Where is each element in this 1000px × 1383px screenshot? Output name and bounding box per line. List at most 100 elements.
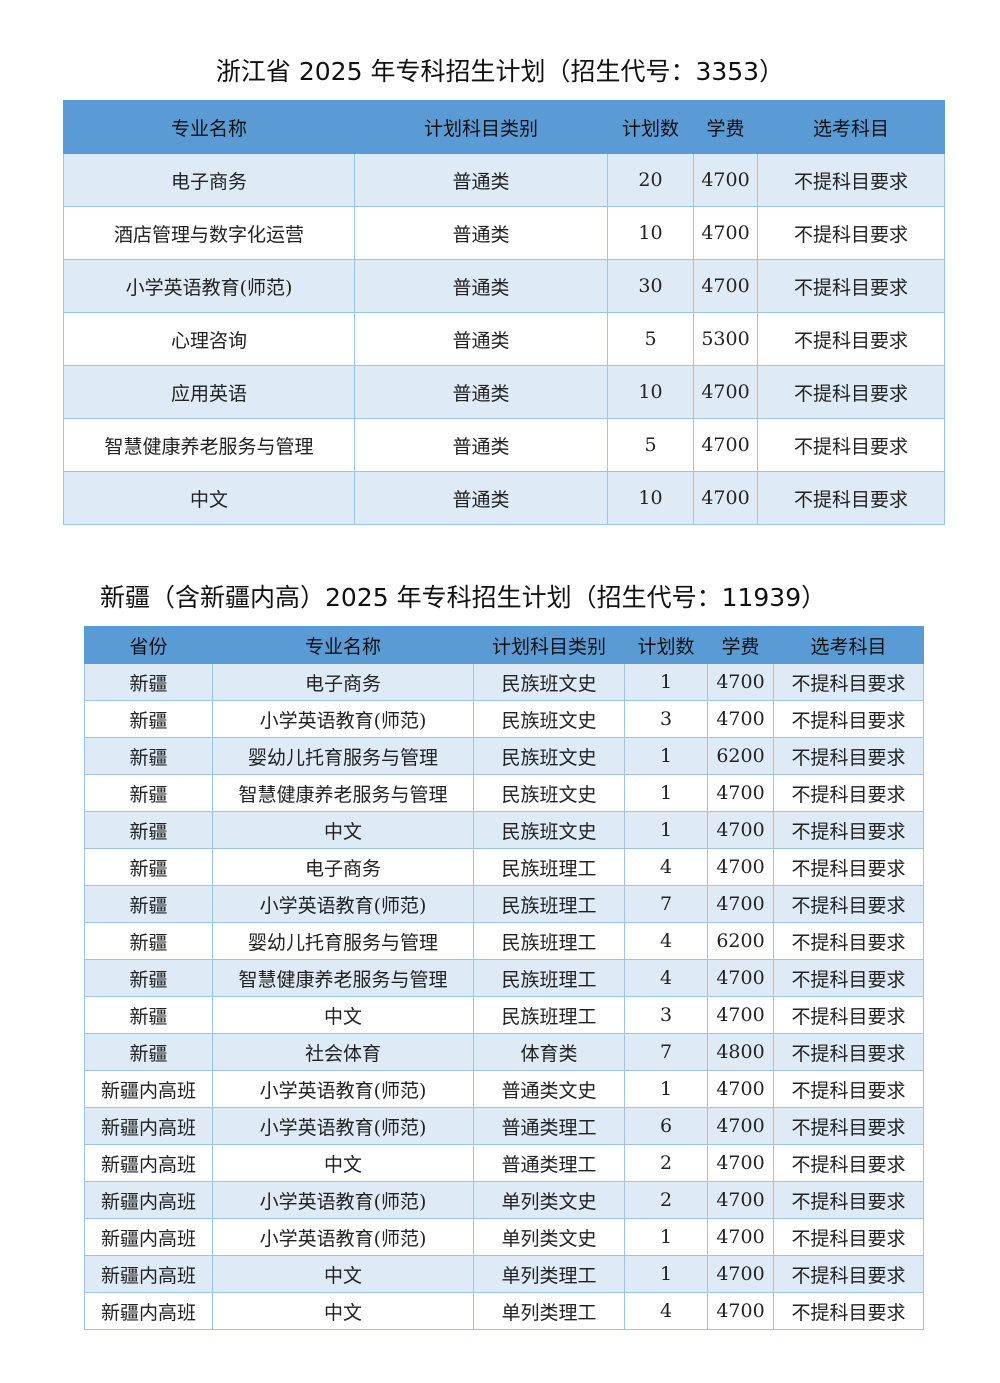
column-header-subject-category: 计划科目类别 <box>354 100 608 154</box>
cell-major-name: 电子商务 <box>63 153 355 207</box>
cell-plan-count: 4 <box>624 959 708 997</box>
cell-tuition: 4700 <box>707 959 774 997</box>
column-header-plan-count: 计划数 <box>607 100 694 154</box>
cell-elective-subjects: 不提科目要求 <box>757 259 945 313</box>
cell-tuition: 4700 <box>707 996 774 1034</box>
cell-elective-subjects: 不提科目要求 <box>773 1144 924 1182</box>
table-row: 新疆内高班 小学英语教育(师范) 单列类文史 2 4700 不提科目要求 <box>84 1181 924 1219</box>
cell-plan-count: 6 <box>624 1107 708 1145</box>
cell-major-name: 婴幼儿托育服务与管理 <box>212 737 474 775</box>
cell-elective-subjects: 不提科目要求 <box>757 206 945 260</box>
cell-province: 新疆 <box>84 848 213 886</box>
cell-elective-subjects: 不提科目要求 <box>773 959 924 997</box>
table-row: 小学英语教育(师范) 普通类 30 4700 不提科目要求 <box>63 259 945 313</box>
table-row: 新疆 婴幼儿托育服务与管理 民族班理工 4 6200 不提科目要求 <box>84 922 924 960</box>
table-row: 新疆内高班 中文 单列类理工 1 4700 不提科目要求 <box>84 1255 924 1293</box>
cell-elective-subjects: 不提科目要求 <box>773 1255 924 1293</box>
cell-tuition: 4700 <box>693 471 758 525</box>
table-row: 新疆 智慧健康养老服务与管理 民族班文史 1 4700 不提科目要求 <box>84 774 924 812</box>
cell-province: 新疆 <box>84 996 213 1034</box>
table-row: 新疆 电子商务 民族班文史 1 4700 不提科目要求 <box>84 663 924 701</box>
cell-subject-category: 民族班文史 <box>473 737 625 775</box>
cell-plan-count: 5 <box>607 418 694 472</box>
cell-tuition: 5300 <box>693 312 758 366</box>
zhejiang-plan-table: 专业名称 计划科目类别 计划数 学费 选考科目 电子商务 普通类 20 4700 不提科目要求酒… <box>63 100 945 525</box>
cell-subject-category: 普通类理工 <box>473 1144 625 1182</box>
cell-tuition: 6200 <box>707 922 774 960</box>
cell-province: 新疆 <box>84 1033 213 1071</box>
table-row: 应用英语 普通类 10 4700 不提科目要求 <box>63 365 945 419</box>
cell-tuition: 4800 <box>707 1033 774 1071</box>
cell-province: 新疆 <box>84 700 213 738</box>
table-header-row: 省份 专业名称 计划科目类别 计划数 学费 选考科目 <box>84 626 924 664</box>
cell-tuition: 4700 <box>707 700 774 738</box>
cell-plan-count: 1 <box>624 1255 708 1293</box>
cell-elective-subjects: 不提科目要求 <box>773 700 924 738</box>
table-row: 新疆 婴幼儿托育服务与管理 民族班文史 1 6200 不提科目要求 <box>84 737 924 775</box>
cell-subject-category: 民族班理工 <box>473 996 625 1034</box>
column-header-elective-subjects: 选考科目 <box>757 100 945 154</box>
table-row: 新疆 电子商务 民族班理工 4 4700 不提科目要求 <box>84 848 924 886</box>
cell-plan-count: 7 <box>624 885 708 923</box>
cell-subject-category: 民族班文史 <box>473 700 625 738</box>
cell-elective-subjects: 不提科目要求 <box>757 418 945 472</box>
cell-subject-category: 普通类理工 <box>473 1107 625 1145</box>
cell-subject-category: 民族班文史 <box>473 774 625 812</box>
column-header-plan-count: 计划数 <box>624 626 708 664</box>
cell-tuition: 4700 <box>707 1255 774 1293</box>
cell-elective-subjects: 不提科目要求 <box>757 471 945 525</box>
cell-province: 新疆内高班 <box>84 1292 213 1330</box>
column-header-major-name: 专业名称 <box>63 100 355 154</box>
cell-elective-subjects: 不提科目要求 <box>773 1181 924 1219</box>
table-row: 新疆内高班 小学英语教育(师范) 单列类文史 1 4700 不提科目要求 <box>84 1218 924 1256</box>
cell-plan-count: 10 <box>607 471 694 525</box>
cell-elective-subjects: 不提科目要求 <box>773 663 924 701</box>
cell-tuition: 4700 <box>693 418 758 472</box>
cell-subject-category: 单列类文史 <box>473 1218 625 1256</box>
xinjiang-table-title: 新疆（含新疆内高）2025 年专科招生计划（招生代号：11939） <box>100 583 827 612</box>
cell-province: 新疆 <box>84 663 213 701</box>
table-row: 新疆内高班 中文 普通类理工 2 4700 不提科目要求 <box>84 1144 924 1182</box>
cell-tuition: 4700 <box>707 885 774 923</box>
cell-plan-count: 3 <box>624 700 708 738</box>
cell-province: 新疆内高班 <box>84 1255 213 1293</box>
cell-major-name: 中文 <box>212 996 474 1034</box>
cell-elective-subjects: 不提科目要求 <box>773 774 924 812</box>
cell-tuition: 4700 <box>693 153 758 207</box>
cell-plan-count: 2 <box>624 1181 708 1219</box>
cell-major-name: 心理咨询 <box>63 312 355 366</box>
cell-tuition: 6200 <box>707 737 774 775</box>
table-row: 新疆内高班 中文 单列类理工 4 4700 不提科目要求 <box>84 1292 924 1330</box>
column-header-province: 省份 <box>84 626 213 664</box>
cell-plan-count: 5 <box>607 312 694 366</box>
cell-province: 新疆内高班 <box>84 1070 213 1108</box>
table-row: 新疆 社会体育 体育类 7 4800 不提科目要求 <box>84 1033 924 1071</box>
cell-major-name: 智慧健康养老服务与管理 <box>212 959 474 997</box>
cell-subject-category: 民族班理工 <box>473 959 625 997</box>
table-row: 新疆 中文 民族班理工 3 4700 不提科目要求 <box>84 996 924 1034</box>
cell-major-name: 小学英语教育(师范) <box>212 1070 474 1108</box>
cell-major-name: 中文 <box>212 1292 474 1330</box>
cell-plan-count: 10 <box>607 206 694 260</box>
cell-elective-subjects: 不提科目要求 <box>773 922 924 960</box>
cell-plan-count: 1 <box>624 1218 708 1256</box>
cell-major-name: 小学英语教育(师范) <box>212 1181 474 1219</box>
cell-subject-category: 普通类 <box>354 153 608 207</box>
cell-major-name: 中文 <box>212 1144 474 1182</box>
table-row: 新疆 智慧健康养老服务与管理 民族班理工 4 4700 不提科目要求 <box>84 959 924 997</box>
cell-elective-subjects: 不提科目要求 <box>773 848 924 886</box>
table-row: 新疆内高班 小学英语教育(师范) 普通类理工 6 4700 不提科目要求 <box>84 1107 924 1145</box>
column-header-major-name: 专业名称 <box>212 626 474 664</box>
cell-plan-count: 1 <box>624 663 708 701</box>
cell-major-name: 电子商务 <box>212 848 474 886</box>
cell-subject-category: 民族班文史 <box>473 811 625 849</box>
cell-tuition: 4700 <box>707 811 774 849</box>
cell-subject-category: 普通类 <box>354 418 608 472</box>
column-header-tuition: 学费 <box>707 626 774 664</box>
cell-plan-count: 1 <box>624 774 708 812</box>
cell-elective-subjects: 不提科目要求 <box>757 153 945 207</box>
cell-elective-subjects: 不提科目要求 <box>757 365 945 419</box>
table-header-row: 专业名称 计划科目类别 计划数 学费 选考科目 <box>63 100 945 154</box>
cell-province: 新疆 <box>84 885 213 923</box>
cell-elective-subjects: 不提科目要求 <box>773 996 924 1034</box>
